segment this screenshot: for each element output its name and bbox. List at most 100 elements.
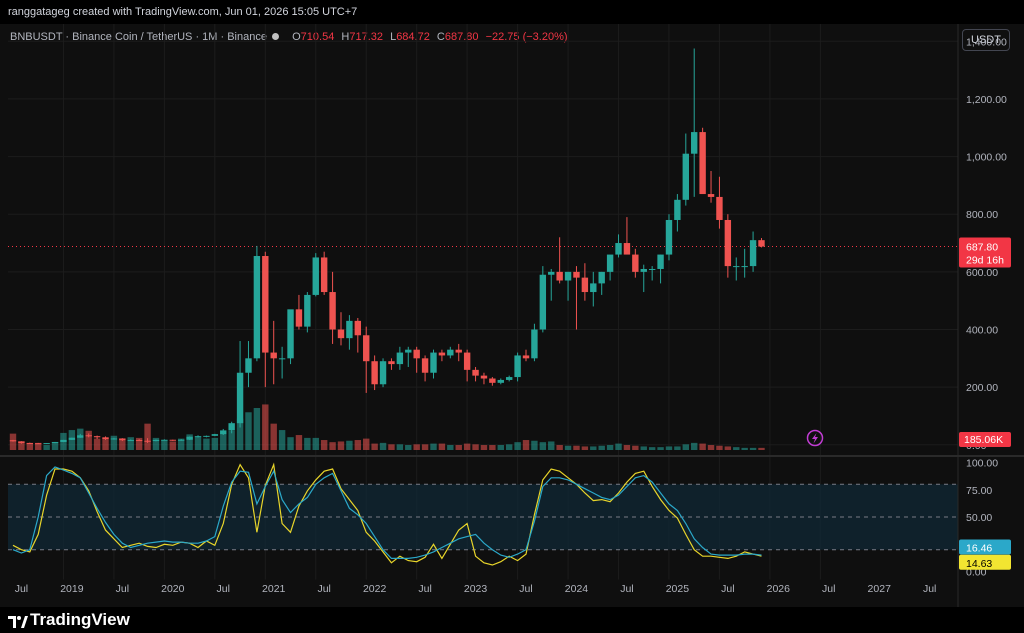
- volume-bar: [127, 437, 134, 450]
- time-tick-label: Jul: [923, 583, 936, 595]
- volume-bar: [51, 442, 59, 450]
- candle-body: [674, 199, 681, 220]
- footer: TradingView: [0, 607, 1024, 633]
- price-badge-bg: [959, 237, 1011, 268]
- stoch-rsi-tick-label: 100.00: [966, 458, 998, 470]
- volume-bar: [320, 440, 328, 450]
- price-tick-label: 600.00: [966, 267, 998, 279]
- time-tick-label: 2023: [464, 583, 488, 595]
- volume-bar: [388, 444, 395, 450]
- volume-bar: [581, 446, 589, 450]
- price-tick-label: 200.00: [966, 382, 998, 394]
- stoch-k-badge-bg: [959, 539, 1011, 555]
- candle-body: [161, 439, 168, 441]
- candle-body: [203, 435, 210, 437]
- volume-bar: [598, 445, 605, 450]
- price-axis[interactable]: 1,400.00 1,200.00 1,000.00 800.00 600.00 400.…: [957, 24, 1007, 607]
- candle-body: [724, 219, 732, 267]
- volume-bar: [447, 445, 454, 450]
- volume-bar: [329, 442, 336, 450]
- volume-bar: [758, 447, 765, 450]
- volume-bar: [119, 438, 126, 450]
- volume-bar: [220, 433, 227, 450]
- candle-body: [379, 361, 387, 385]
- candle-body: [68, 437, 76, 440]
- candle-body: [497, 379, 504, 383]
- volume-bar: [716, 445, 723, 450]
- stoch-d-badge: 14.63: [959, 554, 1011, 570]
- candle-body: [93, 436, 101, 438]
- volume-bar: [438, 443, 446, 450]
- volume-bar: [203, 438, 210, 450]
- candle-body: [421, 358, 429, 373]
- candle-body: [110, 438, 118, 440]
- candle-body: [665, 219, 673, 255]
- candle-body: [152, 439, 160, 442]
- volume-bar: [749, 447, 757, 450]
- candle-body: [169, 439, 176, 441]
- price-badge-countdown: 29d 16h: [966, 255, 1004, 267]
- stoch-d-badge-bg: [959, 554, 1011, 570]
- candle-body: [220, 430, 227, 435]
- volume-badge-bg: [959, 432, 1011, 447]
- volume-bar: [657, 447, 664, 450]
- candle-body: [556, 271, 563, 281]
- open-value: 710.54: [300, 31, 335, 43]
- volume-bar: [144, 423, 151, 450]
- candle-body: [304, 294, 311, 327]
- volume-bar: [573, 445, 580, 450]
- time-tick-label: 2020: [161, 583, 185, 595]
- candle-body: [18, 441, 25, 444]
- candle-body: [623, 243, 631, 255]
- time-tick-label: 2024: [565, 583, 589, 595]
- volume-bar: [665, 446, 673, 450]
- volume-bar: [295, 435, 303, 450]
- candle-body: [691, 132, 698, 154]
- volume-bar: [278, 430, 286, 450]
- time-tick-label: Jul: [116, 583, 129, 595]
- candle-body: [598, 271, 605, 284]
- candle-body: [51, 441, 59, 444]
- candle-body: [60, 439, 67, 442]
- close-value: 687.80: [444, 31, 479, 43]
- open-label: O: [292, 31, 301, 43]
- volume-bar: [421, 444, 429, 450]
- volume-bar: [556, 445, 563, 450]
- candle-body: [716, 196, 723, 220]
- low-label: L: [390, 31, 397, 43]
- volume-bar: [9, 433, 17, 450]
- volume-bar: [505, 444, 513, 450]
- volume-bar: [396, 444, 404, 450]
- volume-bar: [413, 444, 420, 450]
- volume-bar: [405, 445, 412, 450]
- candle-body: [648, 268, 656, 270]
- volume-bar: [379, 442, 387, 450]
- volume-bar: [640, 446, 647, 450]
- stoch-rsi-tick-label: 75.00: [966, 485, 992, 497]
- symbol-title[interactable]: BNBUSDT · Binance Coin / TetherUS · 1M ·…: [10, 31, 267, 43]
- time-tick-label: Jul: [822, 583, 835, 595]
- volume-bar: [707, 445, 715, 450]
- lightning-alert-icon[interactable]: [806, 429, 824, 447]
- time-tick-label: 2021: [262, 583, 286, 595]
- time-axis[interactable]: Jul 2019 Jul 2020 Jul 2021 Jul 2022 Jul 2023 Jul 20…: [15, 583, 937, 595]
- volume-bar: [539, 442, 547, 450]
- currency-button[interactable]: USDT: [962, 29, 1010, 51]
- volume-bar: [312, 437, 319, 450]
- candle-body: [245, 358, 252, 373]
- tradingview-brand: TradingView: [30, 610, 130, 629]
- chart-canvas[interactable]: 1,400.00 1,200.00 1,000.00 800.00 600.00 400.…: [0, 24, 1024, 607]
- stoch-rsi-k-line: [12, 466, 762, 560]
- time-tick-label: 2026: [767, 583, 791, 595]
- candle-body: [657, 254, 664, 269]
- volume-bar: [648, 447, 656, 450]
- candle-body: [396, 352, 404, 365]
- candle-body: [699, 132, 706, 195]
- volume-bar: [93, 438, 101, 450]
- volume-bar: [35, 442, 42, 450]
- volume-bar: [632, 445, 639, 450]
- volume-bar: [472, 444, 479, 450]
- close-label: C: [436, 31, 445, 43]
- stoch-k-badge-value: 16.46: [966, 543, 992, 555]
- stoch-rsi-d-line: [12, 462, 762, 566]
